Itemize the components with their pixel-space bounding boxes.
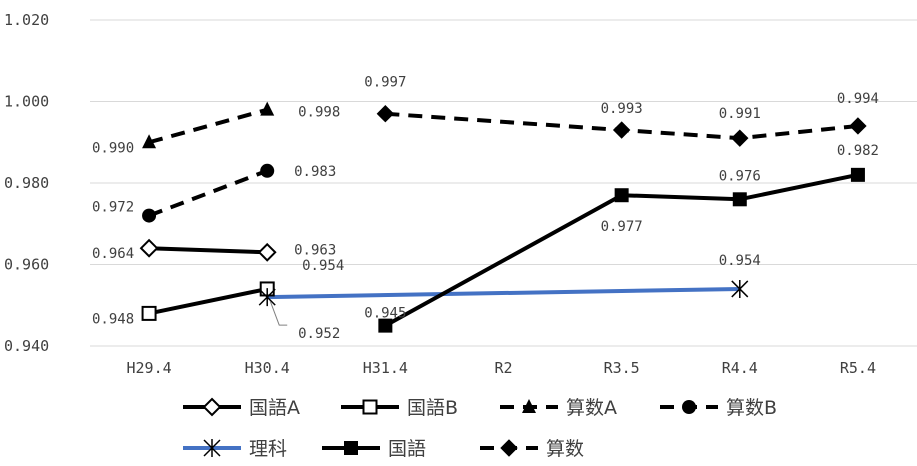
data-point: [682, 400, 696, 414]
data-point: [376, 105, 395, 123]
data-point: [257, 242, 277, 262]
data-point: [731, 129, 749, 147]
data-point: [612, 121, 631, 139]
data-label: 0.963: [294, 242, 336, 258]
data-label: 0.964: [92, 246, 134, 262]
data-label: 0.952: [298, 326, 340, 342]
series-markers: [139, 101, 867, 333]
gridlines: [90, 19, 917, 347]
data-label: 0.994: [837, 91, 879, 107]
data-point: [500, 439, 518, 457]
data-point: [731, 279, 749, 298]
data-point: [850, 167, 865, 182]
data-point: [260, 101, 275, 116]
data-label: 0.972: [92, 200, 134, 216]
y-tick-label: 0.960: [4, 256, 49, 274]
y-tick-label: 0.980: [4, 174, 49, 192]
data-point: [139, 238, 159, 258]
data-label: 0.954: [719, 253, 761, 269]
x-tick-label: H29.4: [126, 359, 171, 377]
series-line: [149, 246, 268, 255]
data-point: [142, 134, 157, 149]
legend-label: 算数A: [566, 397, 617, 419]
series-line: [385, 111, 859, 141]
x-axis: H29.4 H30.4 H31.4 R2 R3.5 R4.4 R5.4: [126, 359, 875, 377]
data-point: [849, 117, 867, 135]
data-label: 0.991: [719, 106, 761, 122]
x-tick-label: R5.4: [840, 359, 876, 377]
data-label: 0.977: [601, 219, 643, 235]
data-point: [378, 318, 393, 333]
data-labels: 0.964 0.963 0.948 0.954 0.990 0.998 0.972 0.983…: [92, 75, 879, 342]
y-axis: 0.940 0.960 0.980 1.000 1.020: [4, 11, 49, 355]
data-label: 0.983: [294, 164, 336, 180]
data-label: 0.982: [837, 143, 879, 159]
y-tick-label: 0.940: [4, 337, 49, 355]
legend-label: 国語B: [407, 397, 458, 419]
x-tick-label: R2: [494, 359, 512, 377]
series-line: [384, 172, 859, 328]
data-point: [142, 208, 157, 223]
y-tick-label: 1.000: [4, 93, 49, 111]
x-tick-label: R3.5: [604, 359, 640, 377]
data-label: 0.948: [92, 311, 134, 327]
y-tick-label: 1.020: [4, 11, 49, 29]
data-point: [260, 163, 275, 178]
data-point: [614, 188, 629, 203]
data-label: 0.990: [92, 140, 134, 156]
data-point: [203, 439, 221, 457]
legend-label: 国語: [388, 438, 426, 460]
legend-label: 算数B: [726, 397, 777, 419]
legend: 国語A 国語B 算数A 算数B 理科 国語 算数: [183, 397, 777, 460]
data-point: [258, 288, 276, 307]
series-lines: [148, 107, 859, 328]
data-label: 0.997: [364, 75, 406, 91]
data-label: 0.993: [601, 101, 643, 117]
series-line: [148, 286, 268, 316]
x-tick-label: R4.4: [722, 359, 758, 377]
data-label: 0.954: [302, 258, 344, 274]
legend-label: 国語A: [249, 397, 300, 419]
data-label: 0.945: [364, 306, 406, 322]
x-tick-label: H30.4: [245, 359, 290, 377]
data-point: [362, 399, 378, 415]
data-point: [522, 399, 536, 413]
label-leader-line: [269, 300, 288, 326]
series-line: [148, 168, 268, 218]
data-point: [732, 192, 747, 207]
data-point: [344, 441, 358, 455]
legend-label: 算数: [546, 438, 584, 460]
legend-label: 理科: [249, 438, 287, 460]
data-point: [141, 305, 157, 321]
x-tick-label: H31.4: [363, 359, 408, 377]
data-label: 0.976: [719, 168, 761, 184]
series-line: [148, 107, 268, 145]
data-point: [202, 397, 222, 417]
series-line: [267, 286, 740, 300]
data-label: 0.998: [298, 105, 340, 121]
